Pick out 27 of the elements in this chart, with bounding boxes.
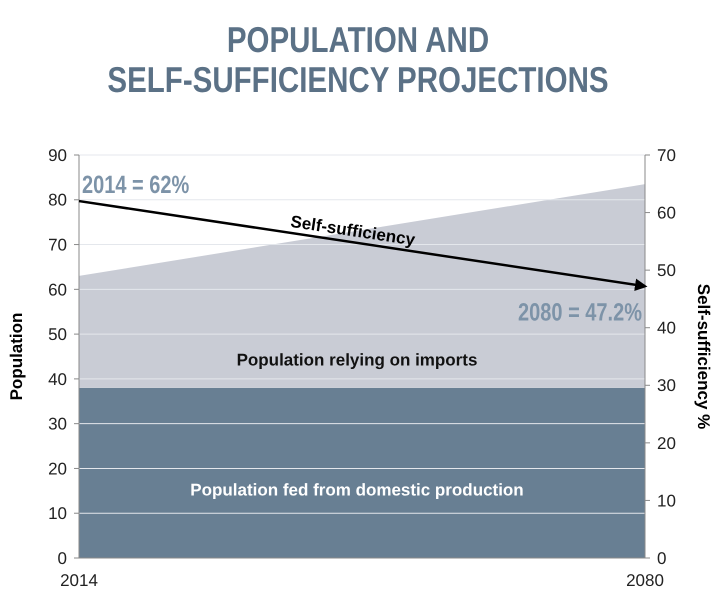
- y-tick-label: 30: [48, 414, 67, 434]
- y2-axis-title: Self-sufficiency %: [694, 284, 713, 430]
- y2-tick-label: 20: [657, 434, 676, 453]
- y-axis-title: Population: [7, 312, 26, 400]
- y-tick-label: 90: [48, 146, 67, 165]
- y2-tick-label: 40: [657, 318, 676, 338]
- y2-tick-label: 0: [657, 548, 666, 568]
- y2-tick-label: 60: [657, 204, 676, 223]
- series-label: Population relying on imports: [236, 350, 478, 370]
- y-tick-label: 0: [58, 548, 67, 568]
- x-tick-label: 2014: [60, 571, 98, 590]
- y2-tick-label: 10: [657, 491, 676, 510]
- y-tick-label: 70: [48, 236, 67, 255]
- y-tick-label: 20: [48, 459, 67, 478]
- data-label: 2014 = 62%: [82, 170, 190, 199]
- y-tick-label: 80: [48, 190, 67, 210]
- chart-title: POPULATION AND SELF-SUFFICIENCY PROJECTIONS: [107, 19, 609, 100]
- data-label: 2080 = 47.2%: [518, 298, 642, 326]
- series-label: Population fed from domestic production: [190, 480, 524, 500]
- y2-tick-label: 50: [657, 261, 676, 280]
- y-tick-label: 40: [48, 370, 67, 389]
- y-tick-label: 60: [48, 280, 67, 300]
- y2-tick-label: 30: [657, 376, 676, 396]
- y-tick-label: 50: [48, 325, 67, 344]
- x-tick-label: 2080: [626, 571, 664, 590]
- y2-tick-label: 70: [657, 146, 676, 165]
- y-tick-label: 10: [48, 504, 67, 524]
